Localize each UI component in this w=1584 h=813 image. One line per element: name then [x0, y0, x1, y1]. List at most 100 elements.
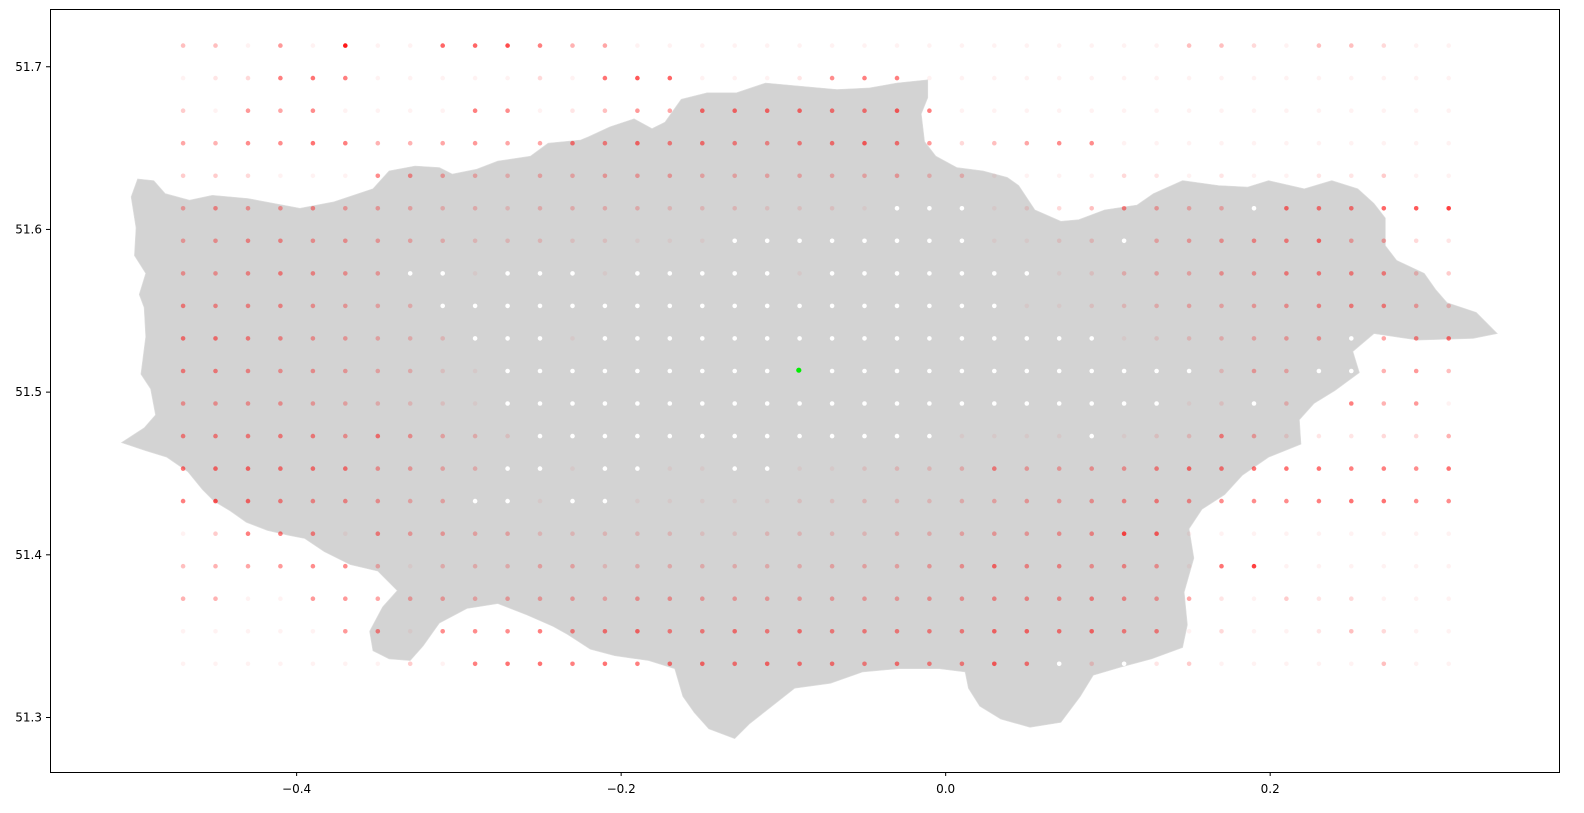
grid-point — [537, 206, 543, 211]
grid-point — [1089, 433, 1094, 439]
grid-point — [472, 238, 478, 244]
grid-point — [1251, 75, 1257, 81]
grid-point — [375, 206, 381, 211]
grid-point — [1186, 173, 1192, 179]
grid-point — [472, 596, 478, 601]
grid-point — [440, 661, 446, 667]
grid-point — [894, 433, 900, 439]
grid-point — [829, 596, 835, 601]
grid-point — [213, 596, 218, 601]
grid-point — [1186, 531, 1192, 536]
highlight-point — [796, 367, 802, 373]
grid-point — [278, 596, 283, 601]
grid-point — [992, 596, 997, 601]
grid-point — [797, 303, 802, 309]
grid-point — [1381, 596, 1387, 601]
grid-point — [537, 303, 543, 309]
grid-point — [1251, 661, 1257, 667]
london-boundary-map — [120, 79, 1498, 739]
grid-point — [1024, 629, 1030, 634]
grid-point — [667, 563, 673, 569]
grid-point — [1349, 466, 1354, 471]
grid-point — [602, 531, 608, 536]
grid-point — [213, 563, 218, 569]
grid-point — [894, 173, 900, 179]
grid-point — [732, 140, 737, 146]
grid-point — [570, 596, 575, 601]
grid-point — [537, 498, 543, 504]
grid-point — [667, 238, 673, 244]
grid-point — [1121, 108, 1127, 113]
grid-point — [1316, 140, 1322, 146]
grid-point — [1056, 43, 1062, 48]
grid-point — [1219, 303, 1224, 309]
grid-point — [1251, 43, 1257, 48]
grid-point — [472, 173, 478, 179]
grid-point — [278, 303, 283, 309]
grid-point — [343, 563, 348, 569]
grid-point — [505, 563, 510, 569]
grid-point — [894, 336, 900, 341]
grid-point — [797, 173, 802, 179]
grid-point — [959, 531, 965, 536]
grid-point — [278, 661, 283, 667]
grid-point — [700, 140, 705, 146]
grid-point — [1219, 75, 1224, 81]
grid-point — [1186, 271, 1192, 276]
grid-point — [635, 596, 640, 601]
grid-point — [700, 563, 705, 569]
grid-point — [213, 498, 218, 504]
grid-point — [180, 401, 186, 406]
grid-point — [310, 433, 316, 439]
grid-point — [1219, 629, 1224, 634]
grid-point — [1219, 173, 1224, 179]
grid-point — [570, 43, 575, 48]
grid-point — [602, 75, 608, 81]
x-tick-label: 0.2 — [1261, 782, 1280, 796]
grid-point — [375, 75, 381, 81]
grid-point — [1219, 661, 1224, 667]
grid-point — [862, 629, 867, 634]
grid-point — [570, 303, 575, 309]
grid-point — [213, 336, 218, 341]
grid-point — [213, 303, 218, 309]
grid-point — [570, 498, 575, 504]
grid-point — [635, 238, 640, 244]
grid-point — [1154, 206, 1159, 211]
grid-point — [310, 498, 316, 504]
grid-point — [927, 108, 932, 113]
grid-point — [862, 368, 867, 374]
grid-point — [472, 629, 478, 634]
grid-point — [1316, 206, 1322, 211]
grid-point — [764, 433, 770, 439]
grid-point — [1381, 629, 1387, 634]
grid-point — [278, 433, 283, 439]
grid-point — [1024, 140, 1030, 146]
grid-point — [927, 238, 932, 244]
grid-point — [407, 140, 413, 146]
grid-point — [959, 661, 965, 667]
grid-point — [213, 206, 218, 211]
grid-point — [700, 433, 705, 439]
grid-point — [862, 661, 867, 667]
grid-point — [700, 336, 705, 341]
grid-point — [764, 108, 770, 113]
grid-point — [570, 466, 575, 471]
grid-point — [1121, 303, 1127, 309]
grid-point — [407, 173, 413, 179]
grid-point — [1284, 368, 1289, 374]
grid-point — [1349, 173, 1354, 179]
grid-point — [1381, 43, 1387, 48]
grid-point — [667, 173, 673, 179]
grid-point — [278, 466, 283, 471]
grid-point — [992, 75, 997, 81]
grid-point — [1284, 206, 1289, 211]
grid-point — [797, 401, 802, 406]
grid-point — [1251, 368, 1257, 374]
grid-point — [343, 173, 348, 179]
grid-point — [1284, 498, 1289, 504]
grid-point — [570, 336, 575, 341]
grid-point — [310, 401, 316, 406]
grid-point — [959, 303, 965, 309]
grid-point — [180, 629, 186, 634]
